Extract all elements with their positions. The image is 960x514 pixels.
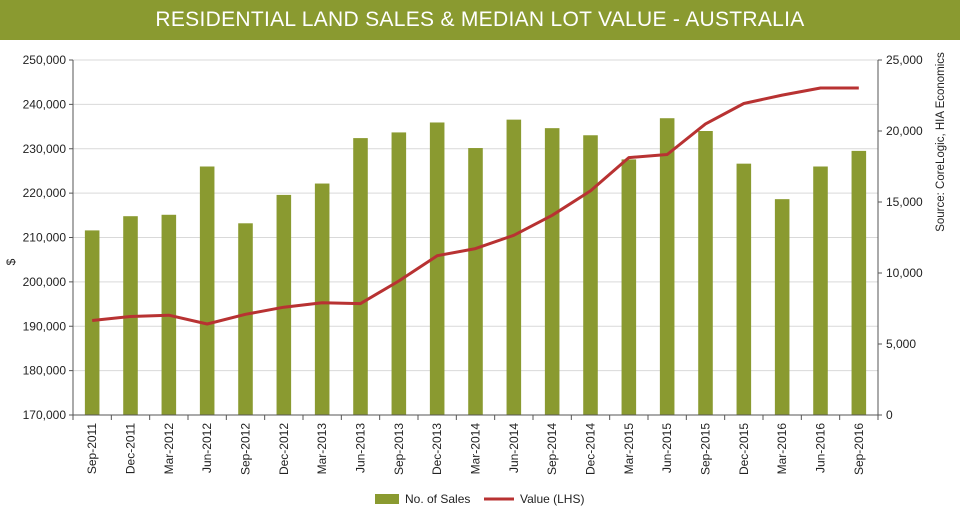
bar-series — [84, 118, 867, 416]
right-tick-label: 10,000 — [886, 266, 923, 280]
bar-jun-2013 — [353, 138, 368, 415]
bar-jun-2015 — [659, 118, 675, 415]
x-tick-label: Jun-2015 — [660, 423, 674, 473]
bar-dec-2014 — [583, 135, 598, 415]
chart-title: RESIDENTIAL LAND SALES & MEDIAN LOT VALU… — [155, 8, 805, 31]
x-tick-label: Sep-2016 — [852, 423, 866, 475]
x-tick-label: Mar-2016 — [775, 423, 789, 475]
legend-label-value: Value (LHS) — [520, 492, 584, 506]
x-tick-label: Jun-2014 — [507, 423, 521, 473]
bar-mar-2016 — [774, 199, 790, 415]
bar-jun-2016 — [813, 166, 828, 415]
x-tick-label: Sep-2014 — [545, 423, 559, 475]
left-tick-label: 170,000 — [23, 408, 67, 422]
left-axis-label: $ — [4, 258, 18, 265]
x-tick-label: Mar-2015 — [622, 423, 636, 475]
bar-sep-2016 — [851, 150, 867, 415]
x-tick-label: Jun-2013 — [354, 423, 368, 473]
left-tick-label: 200,000 — [23, 275, 67, 289]
x-tick-label: Mar-2012 — [162, 423, 176, 475]
left-tick-label: 220,000 — [23, 186, 67, 200]
source-note: Source: CoreLogic, HIA Economics — [935, 52, 947, 232]
bar-sep-2013 — [391, 132, 407, 416]
right-tick-label: 25,000 — [886, 53, 923, 67]
left-tick-labels: 170,000 180,000 190,000 200,000 210,000 220,0… — [23, 53, 67, 422]
x-tick-label: Dec-2012 — [277, 423, 291, 475]
bar-sep-2015 — [698, 131, 713, 415]
left-tick-label: 230,000 — [23, 142, 67, 156]
left-tick-label: 210,000 — [23, 231, 67, 245]
x-tick-label: Dec-2014 — [584, 423, 598, 475]
x-tick-label: Dec-2015 — [737, 423, 751, 475]
bar-dec-2015 — [736, 163, 752, 415]
left-tick-label: 190,000 — [23, 319, 67, 333]
right-tick-labels: 0 5,000 10,000 15,000 20,000 25,000 — [886, 53, 923, 422]
line-series — [92, 86, 859, 326]
bar-sep-2014 — [544, 128, 560, 415]
bar-dec-2013 — [429, 122, 445, 415]
bar-sep-2012 — [238, 223, 253, 415]
x-tick-label: Mar-2014 — [469, 423, 483, 475]
axes — [69, 59, 882, 420]
bar-jun-2012 — [199, 166, 215, 415]
left-tick-label: 240,000 — [23, 97, 67, 111]
legend-label-sales: No. of Sales — [405, 492, 470, 506]
x-tick-label: Mar-2013 — [315, 423, 329, 475]
x-tick-label: Sep-2015 — [699, 423, 713, 475]
bar-dec-2012 — [276, 194, 292, 415]
x-tick-labels: Sep-2011 Dec-2011 Mar-2012 Jun-2012 Sep-2012… — [85, 423, 866, 475]
x-tick-label: Sep-2011 — [85, 423, 99, 474]
right-tick-label: 5,000 — [886, 337, 916, 351]
bar-mar-2014 — [468, 148, 483, 416]
left-tick-label: 180,000 — [23, 364, 67, 378]
left-tick-label: 250,000 — [23, 53, 67, 67]
x-tick-label: Jun-2016 — [814, 423, 828, 473]
bar-mar-2015 — [621, 159, 637, 415]
bar-sep-2011 — [84, 230, 100, 415]
right-tick-label: 20,000 — [886, 124, 923, 138]
x-tick-label: Dec-2013 — [430, 423, 444, 475]
x-tick-label: Sep-2012 — [239, 423, 253, 475]
right-tick-label: 15,000 — [886, 195, 923, 209]
right-tick-label: 0 — [886, 408, 893, 422]
x-tick-label: Sep-2013 — [392, 423, 406, 475]
legend: No. of Sales Value (LHS) — [375, 492, 584, 506]
bar-jun-2014 — [506, 119, 522, 415]
chart-title-banner: RESIDENTIAL LAND SALES & MEDIAN LOT VALU… — [0, 0, 960, 40]
legend-swatch-sales — [375, 494, 399, 504]
x-tick-label: Jun-2012 — [200, 423, 214, 473]
x-tick-label: Dec-2011 — [124, 423, 138, 474]
bar-mar-2013 — [314, 183, 330, 415]
